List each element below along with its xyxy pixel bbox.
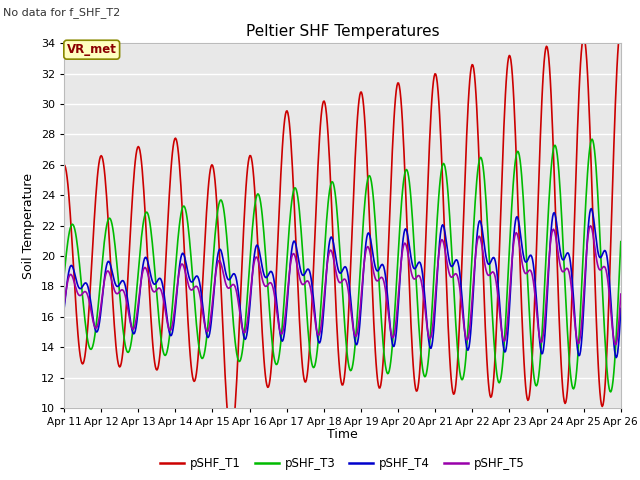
- pSHF_T5: [70, 279, 78, 285]
- pSHF_T5: [612, 342, 620, 348]
- pSHF_T4: [184, 270, 192, 276]
- pSHF_T1: [428, 109, 435, 115]
- pSHF_T5: [410, 276, 418, 282]
- pSHF_T3: [588, 136, 596, 142]
- Line: pSHF_T3: pSHF_T3: [64, 139, 621, 392]
- pSHF_T3: [607, 389, 614, 395]
- pSHF_T5: [426, 336, 434, 341]
- pSHF_T5: [60, 302, 68, 308]
- Text: VR_met: VR_met: [67, 43, 116, 56]
- pSHF_T1: [411, 381, 419, 386]
- pSHF_T3: [214, 211, 221, 216]
- pSHF_T4: [127, 324, 135, 330]
- X-axis label: Time: Time: [327, 429, 358, 442]
- pSHF_T1: [227, 434, 235, 440]
- pSHF_T4: [70, 268, 78, 274]
- pSHF_T3: [426, 333, 434, 339]
- pSHF_T1: [214, 210, 221, 216]
- pSHF_T3: [617, 239, 625, 244]
- pSHF_T1: [60, 162, 68, 168]
- Y-axis label: Soil Temperature: Soil Temperature: [22, 173, 35, 278]
- pSHF_T1: [617, 25, 625, 31]
- pSHF_T4: [617, 306, 625, 312]
- Line: pSHF_T1: pSHF_T1: [64, 28, 621, 437]
- pSHF_T3: [410, 241, 418, 247]
- pSHF_T4: [612, 355, 620, 360]
- pSHF_T4: [214, 255, 221, 261]
- Line: pSHF_T4: pSHF_T4: [64, 209, 621, 358]
- pSHF_T5: [617, 291, 625, 297]
- pSHF_T1: [70, 273, 78, 279]
- pSHF_T4: [588, 206, 595, 212]
- pSHF_T4: [426, 345, 434, 351]
- pSHF_T1: [127, 212, 135, 217]
- pSHF_T4: [60, 307, 68, 312]
- Line: pSHF_T5: pSHF_T5: [64, 226, 621, 345]
- Legend: pSHF_T1, pSHF_T3, pSHF_T4, pSHF_T5: pSHF_T1, pSHF_T3, pSHF_T4, pSHF_T5: [156, 453, 529, 475]
- pSHF_T3: [70, 224, 78, 229]
- pSHF_T5: [214, 261, 221, 267]
- pSHF_T1: [184, 317, 192, 323]
- pSHF_T3: [127, 338, 135, 344]
- pSHF_T4: [410, 265, 418, 271]
- Title: Peltier SHF Temperatures: Peltier SHF Temperatures: [246, 24, 439, 39]
- pSHF_T3: [184, 221, 192, 227]
- pSHF_T5: [184, 280, 192, 286]
- pSHF_T5: [587, 223, 595, 228]
- pSHF_T3: [60, 273, 68, 279]
- pSHF_T5: [127, 324, 135, 329]
- Text: No data for f_SHF_T2: No data for f_SHF_T2: [3, 7, 120, 18]
